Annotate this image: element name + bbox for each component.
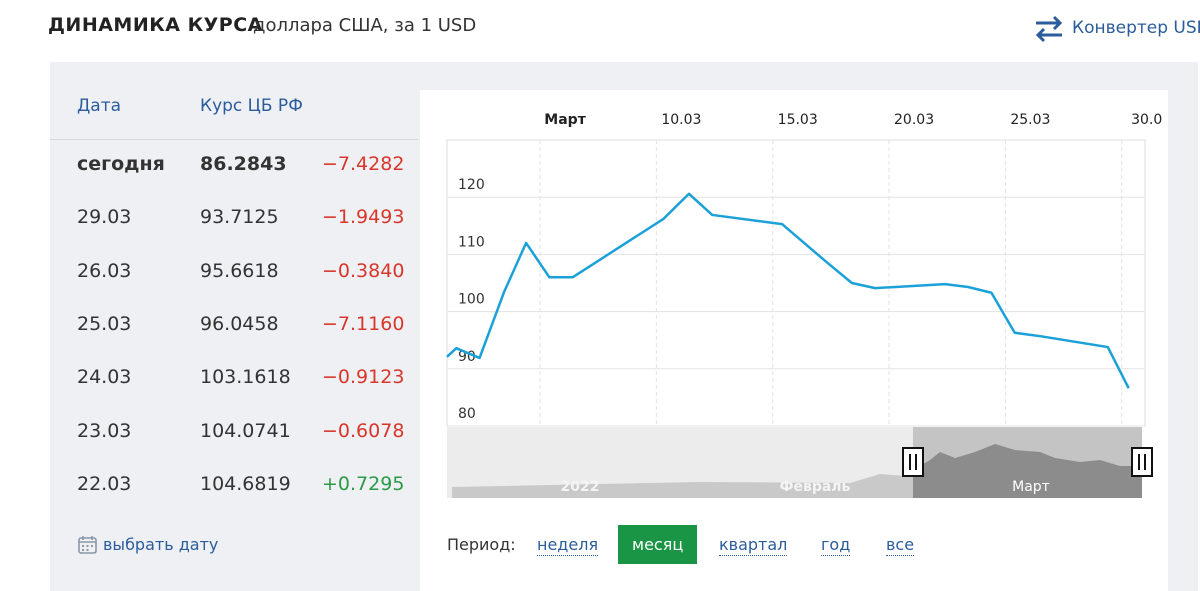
y-tick-label: 100 xyxy=(458,292,485,308)
converter-icon[interactable] xyxy=(1033,14,1065,44)
period-option[interactable]: месяц xyxy=(618,525,698,564)
column-header: Дата xyxy=(77,96,122,116)
converter-link[interactable]: Конвертер USD xyxy=(1072,18,1200,38)
period-label: Период: xyxy=(447,535,516,554)
chart-panel xyxy=(420,90,1168,591)
navigator-label: 2022 xyxy=(561,479,600,495)
rate-cell: 93.7125 xyxy=(200,206,279,229)
y-tick-label: 110 xyxy=(458,234,485,250)
line xyxy=(446,192,1130,389)
y-tick-label: 80 xyxy=(458,406,476,422)
column-header: Курс ЦБ РФ xyxy=(200,96,303,116)
change-cell: −0.9123 xyxy=(322,366,405,389)
date-cell: 25.03 xyxy=(77,312,132,335)
date-cell: 23.03 xyxy=(77,419,132,442)
change-cell: +0.7295 xyxy=(322,472,405,495)
x-tick-label: 30.0 xyxy=(1131,112,1162,128)
title: ДИНАМИКА КУРСА xyxy=(48,14,263,36)
subtitle: доллара США, за 1 USD xyxy=(253,15,477,36)
navigator-label: Март xyxy=(1012,479,1050,495)
change-cell: −7.4282 xyxy=(322,153,405,175)
rate-cell: 103.1618 xyxy=(200,366,291,389)
date-cell: 26.03 xyxy=(77,259,132,282)
rate-cell: 104.6819 xyxy=(200,472,291,495)
navigator xyxy=(447,427,1153,498)
rate-cell: 95.6618 xyxy=(200,259,279,282)
change-cell: −0.3840 xyxy=(322,259,405,282)
pick-date-link[interactable]: выбрать дату xyxy=(103,535,219,554)
y-tick-label: 90 xyxy=(458,349,476,365)
separator xyxy=(50,139,418,140)
date-cell: 22.03 xyxy=(77,472,132,495)
navigator-label: Февраль xyxy=(780,479,851,495)
y-tick-label: 120 xyxy=(458,177,485,193)
period-option[interactable]: год xyxy=(821,535,851,556)
rate-cell: 96.0458 xyxy=(200,312,279,335)
period-option[interactable]: неделя xyxy=(537,535,599,556)
change-cell: −7.1160 xyxy=(322,312,405,335)
x-tick-label: 10.03 xyxy=(661,112,701,128)
x-tick-label: 15.03 xyxy=(778,112,818,128)
rate-cell: 86.2843 xyxy=(200,153,287,175)
x-tick-label: 25.03 xyxy=(1010,112,1050,128)
change-cell: −1.9493 xyxy=(322,206,405,229)
rate-cell: 104.0741 xyxy=(200,419,291,442)
date-cell: сегодня xyxy=(77,153,165,175)
date-cell: 29.03 xyxy=(77,206,132,229)
period-option[interactable]: все xyxy=(886,535,915,556)
date-cell: 24.03 xyxy=(77,366,132,389)
calendar-icon[interactable] xyxy=(77,534,99,556)
period-option[interactable]: квартал xyxy=(719,535,788,556)
change-cell: −0.6078 xyxy=(322,419,405,442)
plot-frame xyxy=(446,139,1146,427)
x-tick-label: Март xyxy=(544,112,586,128)
x-tick-label: 20.03 xyxy=(894,112,934,128)
